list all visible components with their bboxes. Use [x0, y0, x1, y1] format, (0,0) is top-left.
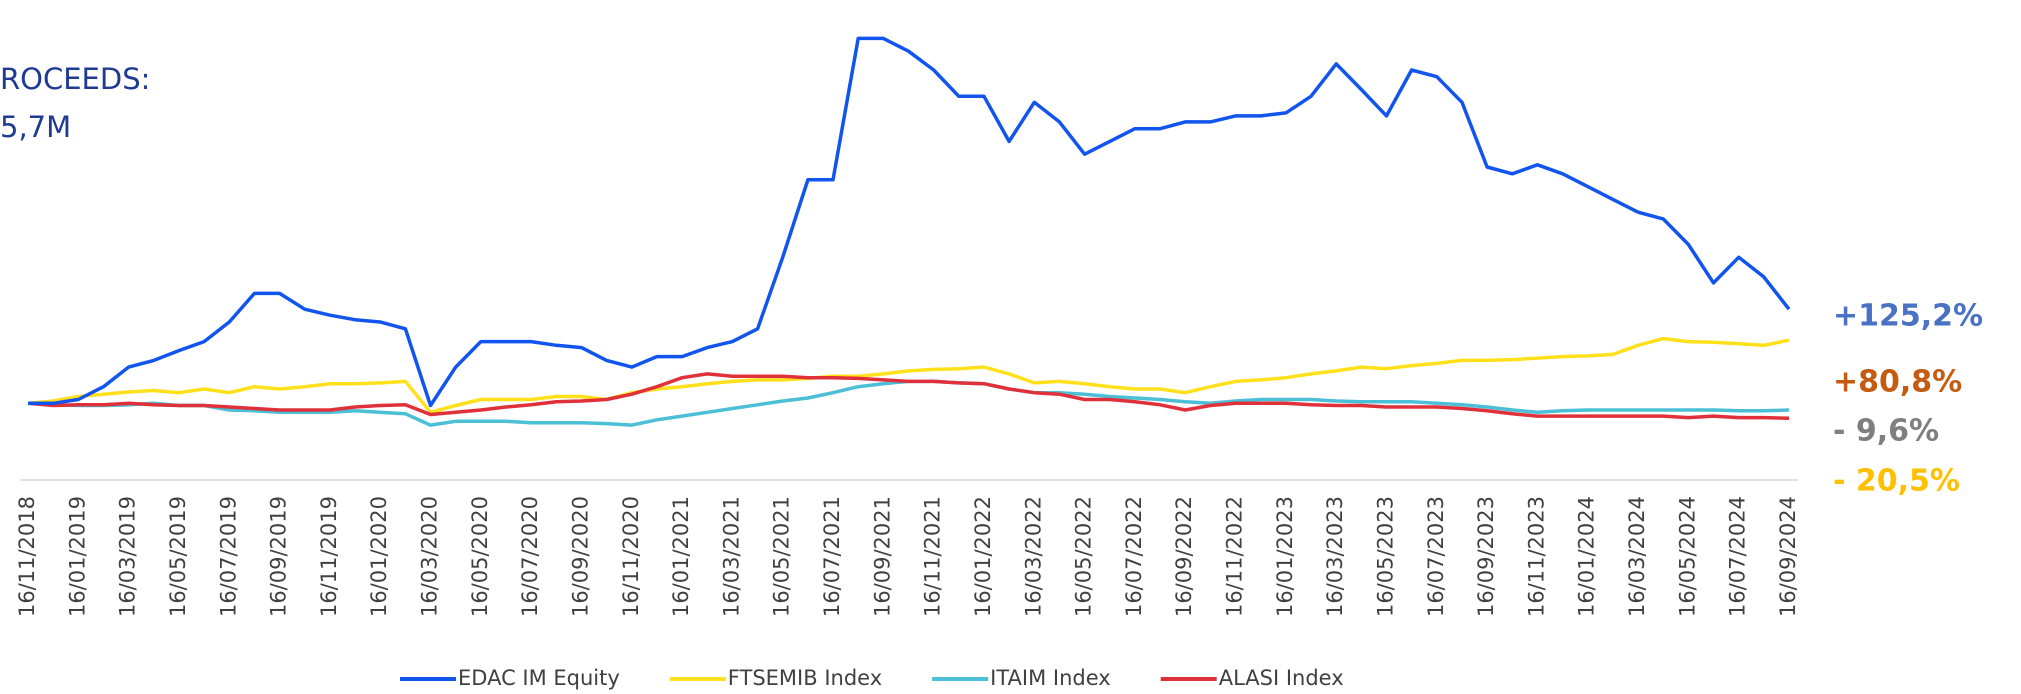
annotation: +125,2%: [1833, 299, 1983, 334]
legend-label: ALASI Index: [1219, 666, 1344, 690]
x-tick-label: 16/07/2019: [216, 496, 240, 617]
x-tick-label: 16/03/2020: [418, 496, 442, 617]
x-tick-label: 16/03/2021: [719, 496, 743, 617]
x-tick-label: 16/01/2022: [971, 496, 995, 617]
annotation: +80,8%: [1833, 365, 1962, 400]
header-text: 5,7M: [0, 110, 71, 144]
x-tick-label: 16/03/2024: [1625, 496, 1649, 617]
x-tick-label: 16/05/2022: [1072, 496, 1096, 617]
x-tick-label: 16/01/2020: [367, 496, 391, 617]
header-text: ROCEEDS:: [0, 62, 150, 96]
x-tick-label: 16/11/2022: [1223, 496, 1247, 617]
x-tick-label: 16/03/2019: [116, 496, 140, 617]
series-line: [27, 372, 1790, 421]
x-tick-label: 16/09/2022: [1172, 496, 1196, 617]
x-tick-label: 16/03/2022: [1021, 496, 1045, 617]
x-tick-label: 16/11/2021: [921, 496, 945, 617]
x-tick-label: 16/05/2020: [468, 496, 492, 617]
x-tick-label: 16/07/2020: [518, 496, 542, 617]
series-line: [27, 336, 1790, 415]
x-tick-label: 16/07/2024: [1726, 496, 1750, 617]
x-tick-label: 16/01/2019: [65, 496, 89, 617]
x-tick-label: 16/07/2022: [1122, 496, 1146, 617]
x-tick-label: 16/09/2020: [568, 496, 592, 617]
x-tick-label: 16/11/2020: [619, 496, 643, 617]
x-tick-label: 16/11/2023: [1524, 496, 1548, 617]
x-tick-label: 16/05/2024: [1675, 496, 1699, 617]
x-tick-label: 16/09/2023: [1474, 496, 1498, 617]
x-tick-label: 16/01/2021: [669, 496, 693, 617]
x-tick-label: 16/09/2019: [267, 496, 291, 617]
x-tick-label: 16/03/2023: [1323, 496, 1347, 617]
annotation: - 9,6%: [1833, 414, 1939, 449]
x-tick-label: 16/09/2021: [870, 496, 894, 617]
x-tick-label: 16/07/2021: [820, 496, 844, 617]
x-tick-label: 16/01/2023: [1273, 496, 1297, 617]
x-tick-label: 16/09/2024: [1776, 496, 1800, 617]
x-tick-label: 16/05/2021: [770, 496, 794, 617]
legend-label: FTSEMIB Index: [728, 666, 882, 690]
legend-label: ITAIM Index: [990, 666, 1111, 690]
x-tick-label: 16/01/2024: [1575, 496, 1599, 617]
annotation: - 20,5%: [1833, 464, 1960, 499]
series-line: [28, 36, 1791, 408]
x-tick-label: 16/11/2018: [15, 496, 39, 617]
legend-label: EDAC IM Equity: [458, 666, 620, 690]
x-tick-label: 16/05/2019: [166, 496, 190, 617]
x-tick-label: 16/07/2023: [1424, 496, 1448, 617]
x-tick-label: 16/05/2023: [1373, 496, 1397, 617]
x-tick-label: 16/11/2019: [317, 496, 341, 617]
